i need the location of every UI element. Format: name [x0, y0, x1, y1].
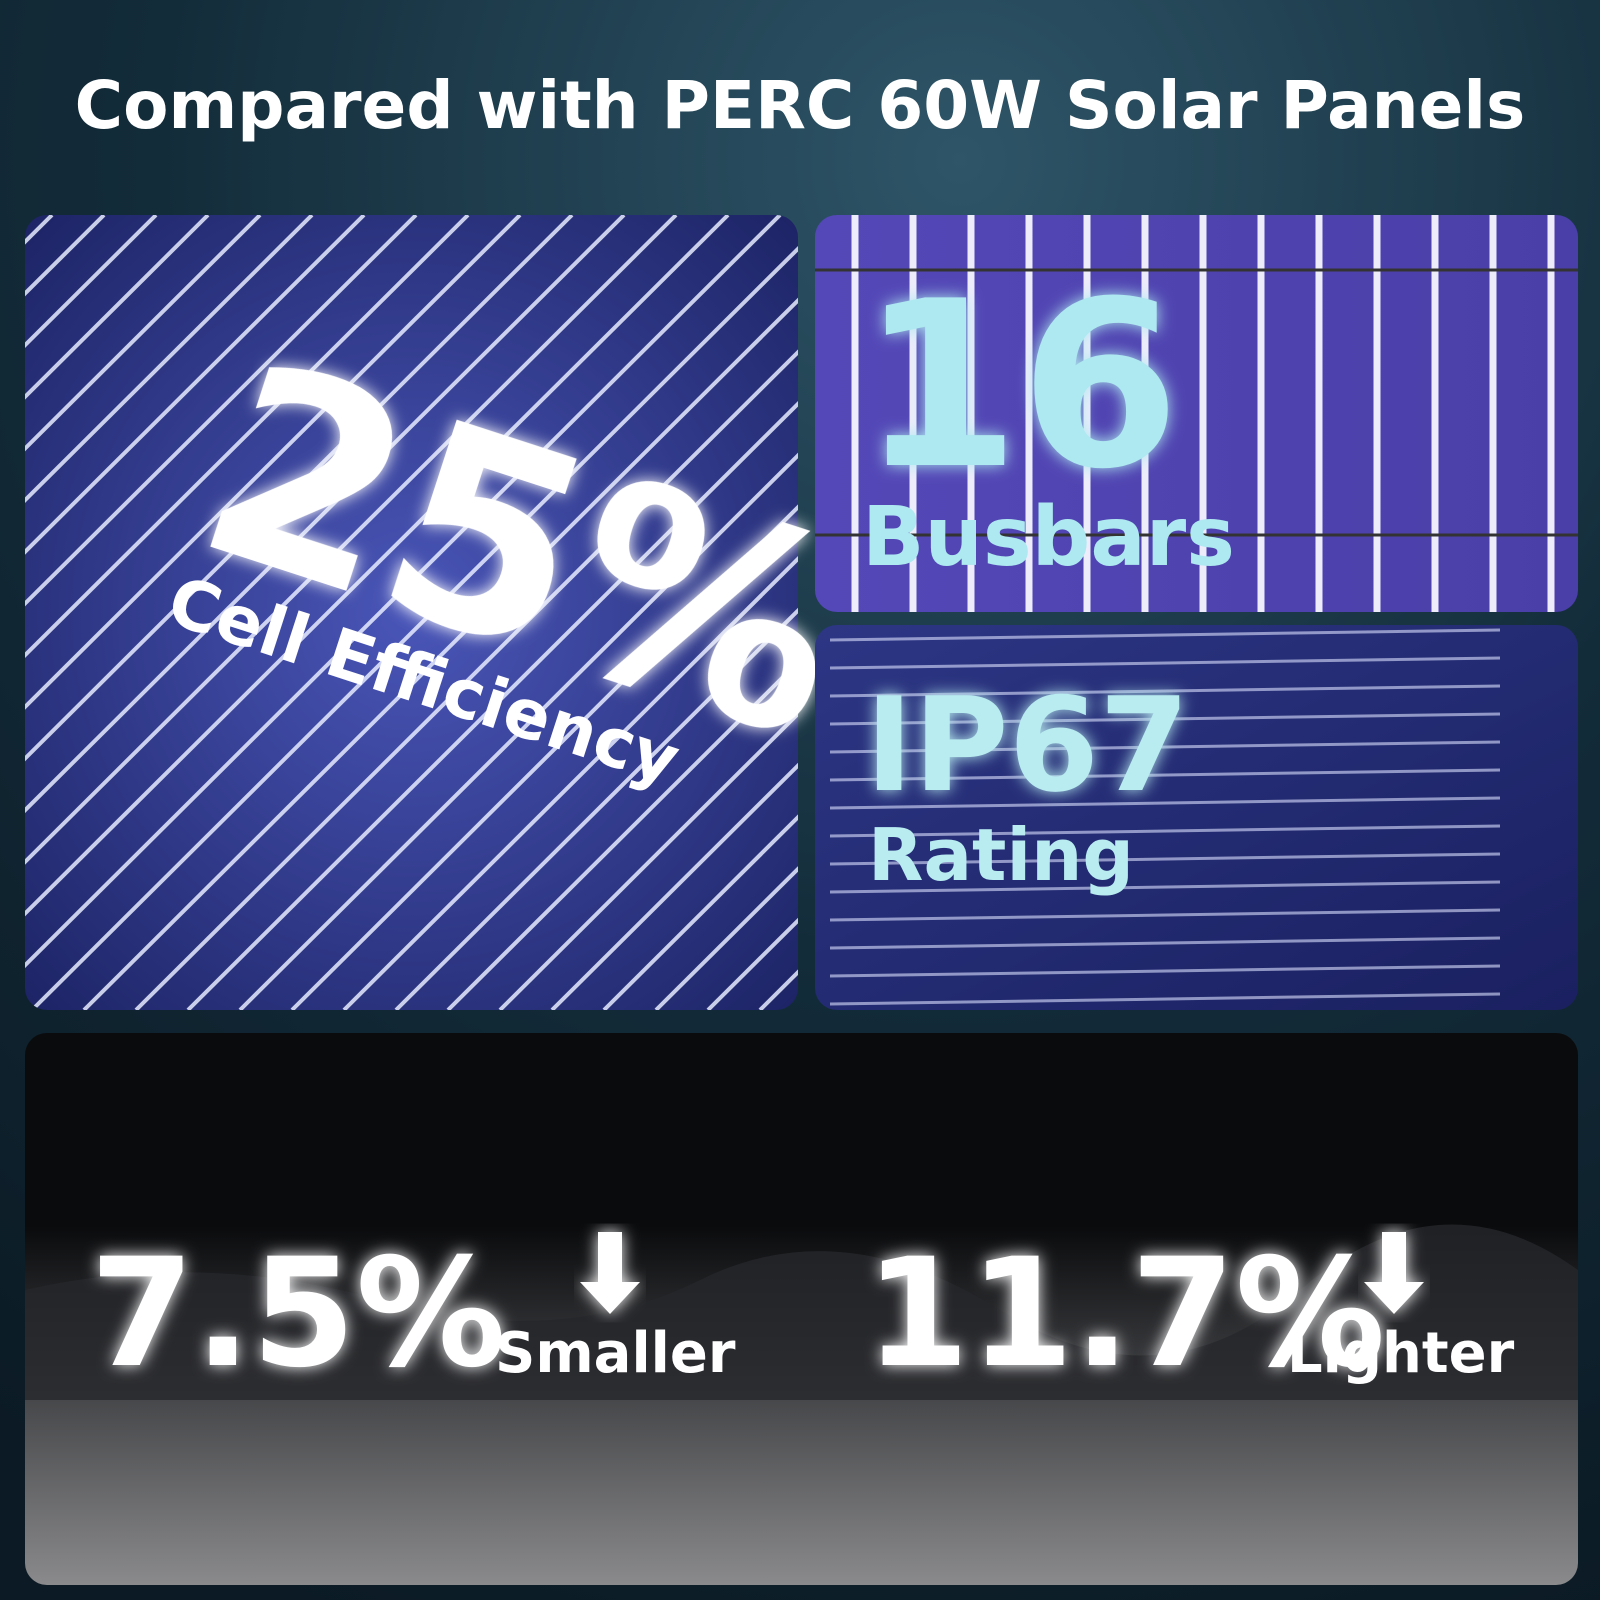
panel-lines [25, 215, 798, 1010]
down-arrow [580, 1232, 640, 1314]
panel-busbars [815, 215, 1578, 612]
size-label: Smaller [495, 1321, 736, 1386]
stripe [829, 852, 1501, 866]
stripe [290, 215, 798, 1010]
stripe [829, 656, 1501, 670]
stripe [25, 215, 782, 1010]
stripe [25, 215, 210, 1010]
busbars-value: 16 [860, 253, 1180, 520]
panel-lines [829, 628, 1501, 1006]
stripe [829, 684, 1501, 698]
stripe [25, 215, 678, 1010]
stripe [829, 824, 1501, 838]
stripe [25, 215, 262, 1010]
stripe [829, 964, 1501, 978]
stripe [25, 215, 626, 1010]
stripe [25, 215, 314, 1010]
stripe [25, 215, 470, 1010]
weight-label: Lighter [1287, 1321, 1515, 1386]
terrain [25, 1224, 1578, 1400]
stripe [829, 740, 1501, 754]
ip-value: IP67 [865, 669, 1190, 821]
title: Compared with PERC 60W Solar Panels [75, 67, 1526, 144]
size-value: 7.5% [90, 1227, 506, 1401]
stripe [25, 215, 730, 1010]
stripe [342, 215, 798, 1010]
weight-value: 11.7% [865, 1227, 1385, 1401]
stripe [25, 215, 366, 1010]
stripe [550, 215, 798, 1010]
stripe [186, 215, 798, 1010]
stripe [25, 215, 574, 1010]
stripe [602, 215, 798, 1010]
stripe [446, 215, 798, 1010]
busbars-label: Busbars [862, 490, 1235, 585]
stripe [829, 992, 1501, 1006]
stripe [82, 215, 798, 1010]
stripe [829, 628, 1501, 642]
stripe [829, 936, 1501, 950]
stripe [498, 215, 798, 1010]
stripe [134, 215, 798, 1010]
stripe [238, 215, 798, 1010]
stripe [829, 908, 1501, 922]
panel-lines [815, 215, 1578, 612]
stripe [829, 712, 1501, 726]
stripe [829, 796, 1501, 810]
stripe [30, 215, 798, 1010]
stripe [654, 215, 798, 1010]
stripe [829, 768, 1501, 782]
down-arrow [1364, 1232, 1424, 1314]
stripe [25, 215, 522, 1010]
stripe [394, 215, 798, 1010]
stripe [829, 880, 1501, 894]
stripe [25, 215, 418, 1010]
ip-label: Rating [868, 813, 1134, 897]
